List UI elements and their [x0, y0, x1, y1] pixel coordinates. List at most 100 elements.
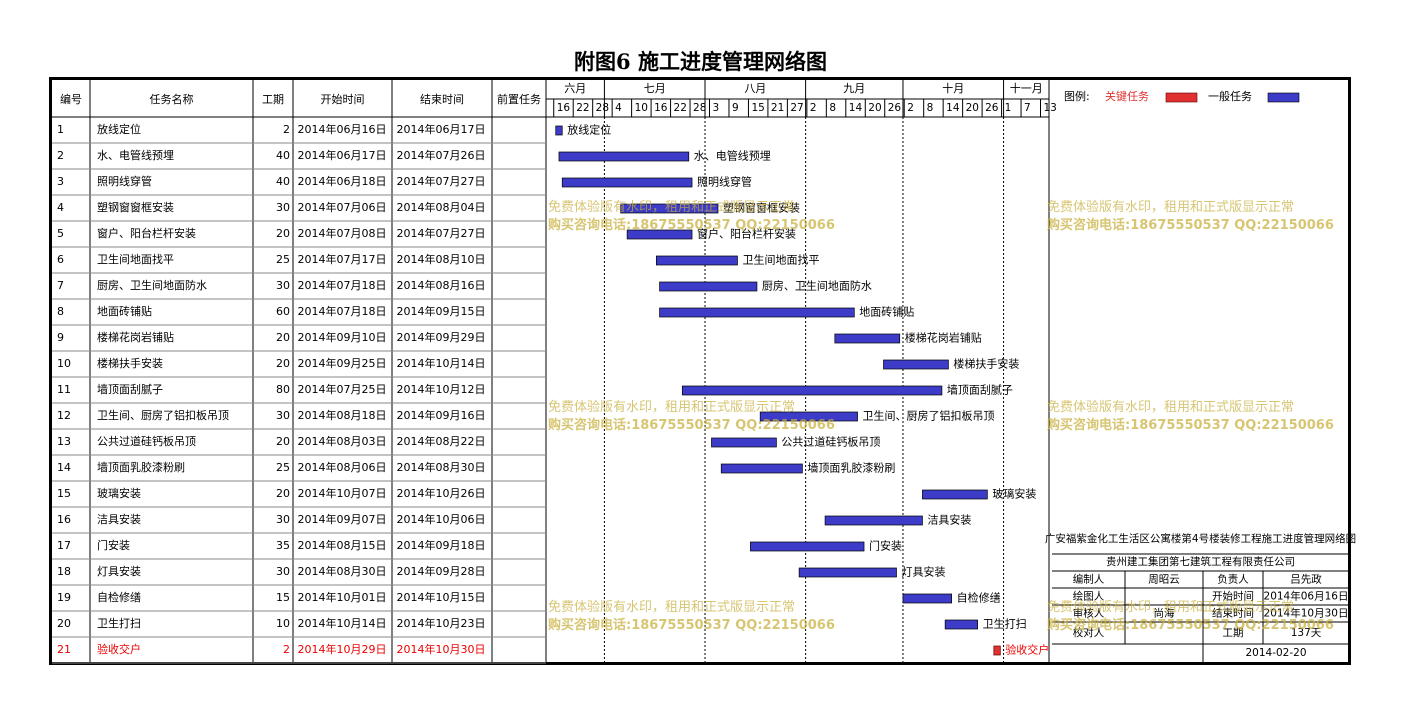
day-tick-label: 3 — [713, 102, 720, 114]
gantt-bar — [561, 177, 693, 188]
task-duration: 30 — [276, 565, 290, 578]
task-start: 2014年09月25日 — [298, 356, 387, 370]
task-start: 2014年08月18日 — [298, 408, 387, 422]
task-name: 楼梯扶手安装 — [97, 356, 163, 370]
gantt-bar — [944, 619, 978, 630]
bar-label: 玻璃安装 — [992, 487, 1036, 501]
info-cell: 负责人 — [1217, 573, 1249, 586]
bar-label: 公共过道硅钙板吊顶 — [781, 435, 880, 449]
task-id: 11 — [57, 383, 71, 396]
task-name: 厨房、卫生间地面防水 — [97, 278, 207, 292]
task-end: 2014年10月14日 — [397, 356, 486, 370]
month-label: 九月 — [843, 82, 865, 95]
info-date: 2014-02-20 — [1245, 647, 1306, 659]
day-tick-label: 27 — [790, 102, 803, 114]
task-id: 10 — [57, 357, 71, 370]
task-name: 墙顶面乳胶漆粉刷 — [97, 460, 185, 474]
info-cell: 工期 — [1223, 627, 1244, 639]
task-name: 验收交户 — [97, 642, 141, 656]
task-start: 2014年08月06日 — [298, 460, 387, 474]
info-cell: 绘图人 — [1073, 590, 1105, 603]
gantt-bar — [759, 411, 858, 422]
task-end: 2014年08月04日 — [397, 200, 486, 214]
task-id: 4 — [57, 201, 64, 214]
info-cell: 2014年06月16日 — [1264, 590, 1349, 603]
task-name: 公共过道硅钙板吊顶 — [97, 434, 196, 448]
task-duration: 80 — [276, 383, 290, 396]
column-header: 编号 — [60, 92, 82, 106]
day-tick-label: 14 — [946, 102, 960, 114]
task-name: 放线定位 — [97, 122, 141, 136]
task-end: 2014年08月10日 — [397, 252, 486, 266]
info-cell: 吕先政 — [1290, 573, 1322, 586]
legend-normal-label: 一般任务 — [1208, 90, 1252, 103]
info-cell: 尚海 — [1154, 607, 1176, 620]
column-header: 前置任务 — [497, 92, 541, 106]
task-id: 5 — [57, 227, 64, 240]
task-duration: 20 — [276, 487, 290, 500]
task-name: 水、电管线预埋 — [97, 148, 174, 162]
bar-label: 窗户、阳台栏杆安装 — [697, 227, 796, 241]
task-start: 2014年10月01日 — [298, 590, 387, 604]
task-duration: 2 — [283, 643, 290, 656]
info-cell: 周昭云 — [1148, 574, 1180, 586]
day-tick-label: 2 — [810, 102, 817, 114]
task-start: 2014年07月25日 — [298, 382, 387, 396]
task-start: 2014年06月18日 — [298, 174, 387, 188]
task-id: 7 — [57, 279, 64, 292]
gantt-bar — [883, 359, 949, 370]
day-tick-label: 26 — [888, 102, 902, 114]
chart-title: 附图6 施工进度管理网络图 — [574, 49, 827, 74]
gantt-bar — [711, 437, 777, 448]
task-id: 17 — [57, 539, 71, 552]
day-tick-label: 4 — [615, 102, 622, 114]
task-id: 2 — [57, 149, 64, 162]
task-end: 2014年07月26日 — [397, 148, 486, 162]
task-start: 2014年06月17日 — [298, 148, 387, 162]
task-duration: 15 — [276, 591, 290, 604]
task-start: 2014年07月08日 — [298, 226, 387, 240]
info-cell: 校对人 — [1073, 626, 1105, 639]
task-start: 2014年10月07日 — [298, 486, 387, 500]
task-id: 16 — [57, 513, 71, 526]
task-start: 2014年08月15日 — [298, 538, 387, 552]
task-id: 13 — [57, 435, 71, 448]
month-label: 十一月 — [1010, 81, 1043, 95]
day-tick-label: 8 — [829, 102, 836, 114]
task-end: 2014年09月16日 — [397, 408, 486, 422]
info-cell: 结束时间 — [1212, 607, 1254, 620]
day-tick-label: 7 — [1024, 102, 1031, 114]
task-id: 8 — [57, 305, 64, 318]
task-name: 卫生间地面找平 — [97, 252, 174, 266]
gantt-bar — [750, 541, 865, 552]
task-id: 9 — [57, 331, 64, 344]
month-label: 八月 — [744, 82, 766, 95]
day-tick-label: 13 — [1044, 102, 1057, 114]
task-name: 灯具安装 — [97, 564, 141, 578]
task-name: 窗户、阳台栏杆安装 — [97, 226, 196, 240]
day-tick-label: 22 — [674, 102, 687, 114]
task-name: 墙顶面刮腻子 — [97, 382, 163, 396]
legend-label: 图例: — [1064, 89, 1090, 103]
column-header: 工期 — [262, 93, 284, 106]
task-id: 1 — [57, 123, 64, 136]
column-header: 结束时间 — [420, 93, 464, 106]
task-start: 2014年07月06日 — [298, 200, 387, 214]
task-duration: 30 — [276, 409, 290, 422]
task-duration: 35 — [276, 539, 290, 552]
bar-label: 放线定位 — [567, 123, 611, 137]
info-cell: 编制人 — [1073, 573, 1105, 586]
bar-label: 地面砖铺贴 — [859, 305, 914, 319]
day-tick-label: 28 — [596, 102, 609, 114]
day-tick-label: 26 — [985, 102, 999, 114]
task-end: 2014年10月23日 — [397, 616, 486, 630]
bar-label: 楼梯扶手安装 — [953, 357, 1019, 371]
day-tick-label: 21 — [771, 102, 784, 114]
task-end: 2014年09月15日 — [397, 304, 486, 318]
bar-label: 自检修缮 — [957, 591, 1001, 605]
task-start: 2014年07月18日 — [298, 304, 387, 318]
task-end: 2014年09月28日 — [397, 564, 486, 578]
gantt-bar — [922, 489, 988, 500]
task-id: 19 — [57, 591, 71, 604]
gantt-bar — [659, 281, 758, 292]
